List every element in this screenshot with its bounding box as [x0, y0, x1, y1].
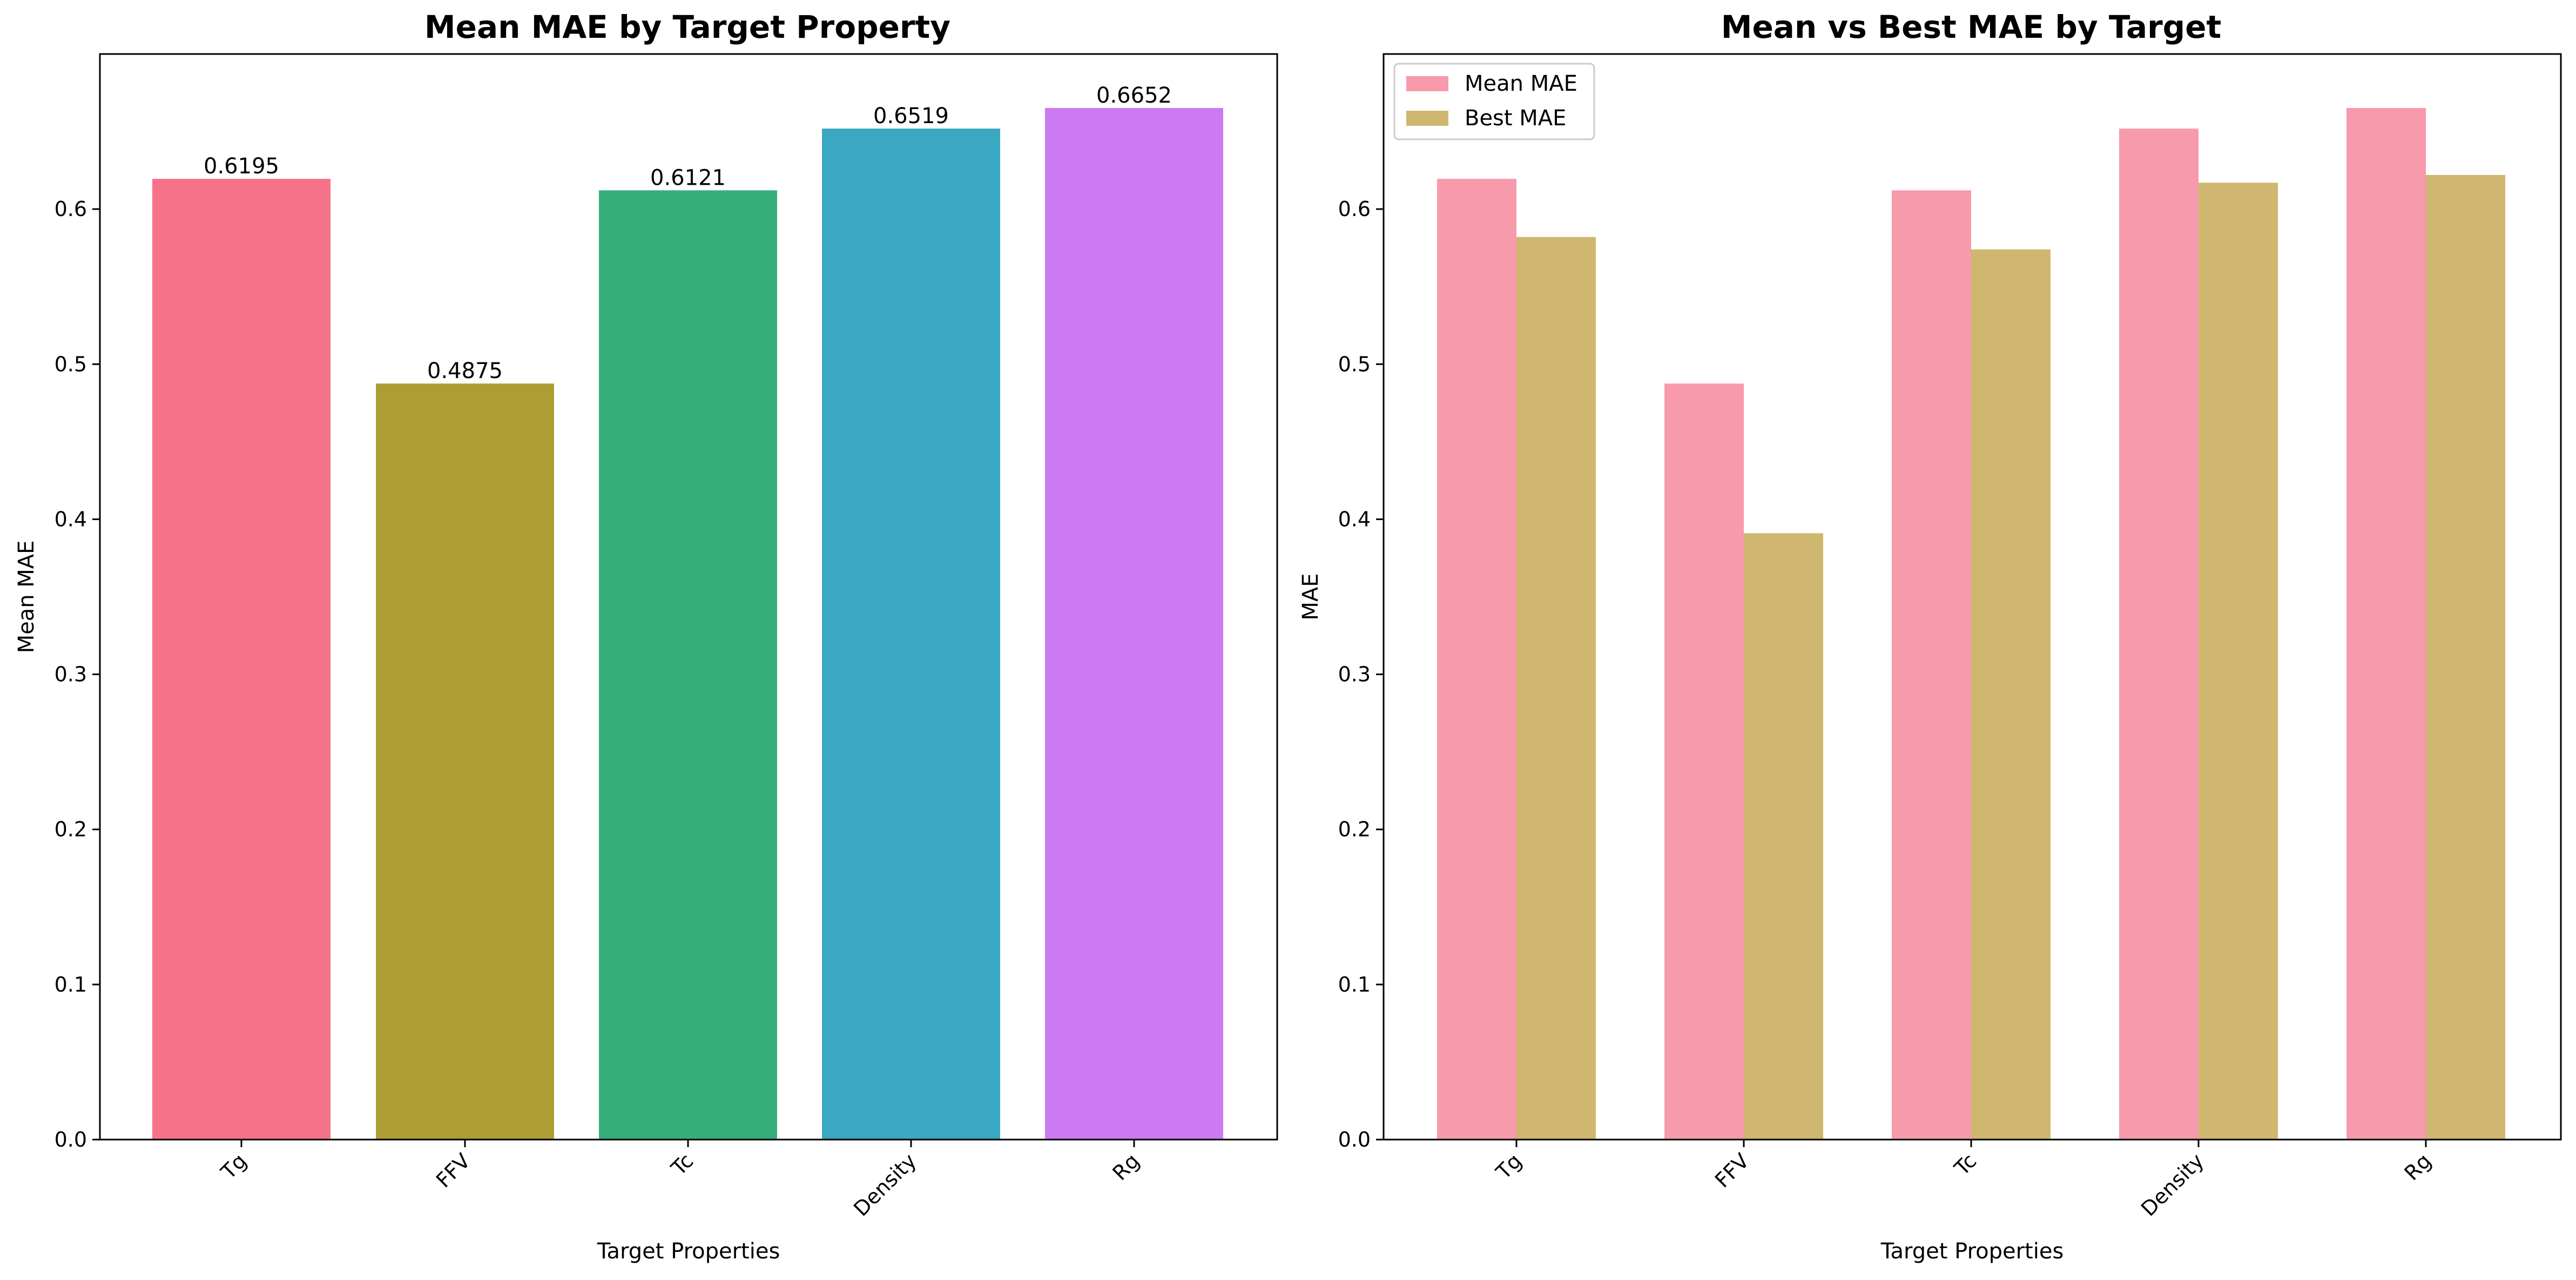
bar-best-mae — [2426, 174, 2505, 1140]
bar-mean-mae — [2119, 129, 2199, 1140]
chart-mean-vs-best: Mean vs Best MAE by Target 0.0 0.1 0.2 0.3 0… — [1298, 9, 2562, 1264]
y-tick-label: 0.2 — [1338, 818, 1371, 841]
x-tick-label: FFV — [431, 1149, 475, 1192]
bar-value-label: 0.6121 — [650, 165, 726, 190]
y-axis-label: MAE — [1298, 573, 1323, 620]
bar-mean-mae — [1437, 179, 1516, 1140]
legend: Mean MAE Best MAE — [1393, 63, 1595, 140]
bar-mean-mae — [2346, 107, 2426, 1140]
bar-best-mae — [1971, 249, 2051, 1140]
x-tick-label: Tg — [216, 1149, 251, 1184]
x-tick-label: Density — [2136, 1149, 2208, 1221]
bar-best-mae — [1744, 533, 1823, 1140]
x-tick-label: Density — [849, 1149, 921, 1221]
x-axis-label: Target Properties — [597, 1239, 780, 1264]
bar-value-label: 0.6519 — [873, 104, 949, 129]
chart-mean-mae: Mean MAE by Target Property 0.6195 0.4875… — [14, 9, 1278, 1264]
y-tick-label: 0.0 — [55, 1128, 87, 1151]
y-tick-label: 0.1 — [55, 973, 87, 996]
bar-value-label: 0.4875 — [427, 359, 503, 383]
y-tick-label: 0.3 — [1338, 663, 1371, 686]
bar-mean-mae — [1664, 383, 1744, 1140]
y-tick-label: 0.1 — [1338, 973, 1371, 996]
bar-value-label: 0.6195 — [204, 154, 279, 179]
y-tick-label: 0.6 — [55, 197, 87, 221]
legend-swatch — [1406, 111, 1448, 126]
bar-best-mae — [2199, 183, 2278, 1140]
bar — [1045, 107, 1223, 1140]
plot-frame — [1383, 53, 2562, 1141]
bar-value-label: 0.6652 — [1096, 83, 1172, 108]
y-axis-label: Mean MAE — [14, 541, 39, 654]
bar — [376, 383, 554, 1140]
x-tick-label: Rg — [2400, 1149, 2436, 1185]
y-tick-label: 0.5 — [55, 352, 87, 376]
bar — [822, 129, 1000, 1140]
x-tick-label: Tc — [666, 1149, 698, 1180]
y-tick-label: 0.2 — [55, 818, 87, 841]
x-axis-label: Target Properties — [1880, 1239, 2064, 1264]
y-tick-label: 0.5 — [1338, 352, 1371, 376]
plot-frame — [99, 53, 1278, 1141]
bar — [599, 190, 777, 1140]
x-tick-label: Tg — [1491, 1149, 1526, 1184]
legend-label: Best MAE — [1465, 106, 1566, 131]
chart-title: Mean vs Best MAE by Target — [1721, 9, 2222, 45]
x-tick-label: FFV — [1710, 1149, 1754, 1192]
y-tick-label: 0.4 — [1338, 507, 1371, 531]
legend-swatch — [1406, 76, 1448, 91]
y-tick-label: 0.0 — [1338, 1128, 1371, 1151]
y-tick-label: 0.3 — [55, 663, 87, 686]
bar-mean-mae — [1892, 190, 1971, 1140]
y-tick-label: 0.4 — [55, 507, 87, 531]
legend-label: Mean MAE — [1465, 71, 1577, 96]
bar-best-mae — [1516, 237, 1596, 1140]
y-tick-label: 0.6 — [1338, 197, 1371, 221]
x-tick-label: Rg — [1108, 1149, 1144, 1185]
x-tick-label: Tc — [1950, 1149, 1981, 1180]
chart-title: Mean MAE by Target Property — [424, 9, 950, 45]
bar — [152, 179, 331, 1140]
